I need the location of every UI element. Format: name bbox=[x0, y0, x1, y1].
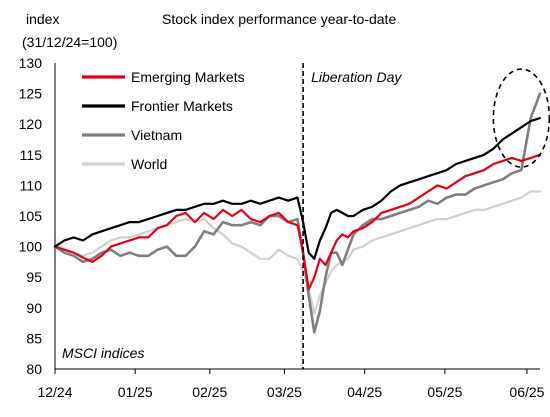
y-tick-label: 100 bbox=[19, 239, 43, 255]
y-tick-label: 120 bbox=[19, 116, 43, 132]
legend-label: Emerging Markets bbox=[131, 69, 245, 85]
y-tick-label: 115 bbox=[20, 147, 43, 163]
y-tick-label: 110 bbox=[20, 177, 43, 193]
legend: Emerging Markets Frontier Markets Vietnam W… bbox=[82, 69, 245, 172]
y-axis-label-unit: (31/12/24=100) bbox=[22, 34, 117, 50]
plot-area bbox=[53, 92, 542, 334]
x-tick-label: 04/25 bbox=[347, 384, 382, 400]
legend-label: Frontier Markets bbox=[131, 98, 233, 114]
y-tick-label: 95 bbox=[26, 269, 42, 285]
x-tick-label: 05/25 bbox=[427, 384, 462, 400]
y-tick-label: 125 bbox=[19, 86, 43, 102]
y-tick-label: 85 bbox=[26, 330, 42, 346]
y-tick-label: 130 bbox=[19, 55, 43, 71]
x-tick-label: 12/24 bbox=[37, 384, 72, 400]
y-tick-label: 105 bbox=[19, 208, 43, 224]
x-tick-label: 01/25 bbox=[118, 384, 153, 400]
footnote: MSCI indices bbox=[62, 345, 144, 361]
series-line-frontier-markets bbox=[53, 116, 542, 260]
event-label: Liberation Day bbox=[311, 69, 402, 85]
y-tick-label: 80 bbox=[26, 361, 42, 377]
legend-label: World bbox=[131, 156, 167, 172]
series-line-vietnam bbox=[53, 92, 542, 334]
x-axis: 12/24 01/25 02/25 03/25 04/25 05/25 06/25 bbox=[37, 368, 545, 400]
series-line-emerging-markets bbox=[53, 153, 542, 291]
legend-label: Vietnam bbox=[131, 127, 182, 143]
x-tick-label: 02/25 bbox=[192, 384, 227, 400]
y-axis: 80 85 90 95 100 105 110 115 120 125 130 bbox=[19, 55, 56, 377]
x-tick-label: 06/25 bbox=[509, 384, 544, 400]
highlight-circle bbox=[492, 68, 550, 168]
chart-title: Stock index performance year-to-date bbox=[162, 11, 396, 27]
y-axis-label: index bbox=[26, 11, 59, 27]
x-tick-label: 03/25 bbox=[267, 384, 302, 400]
y-tick-label: 90 bbox=[26, 300, 42, 316]
